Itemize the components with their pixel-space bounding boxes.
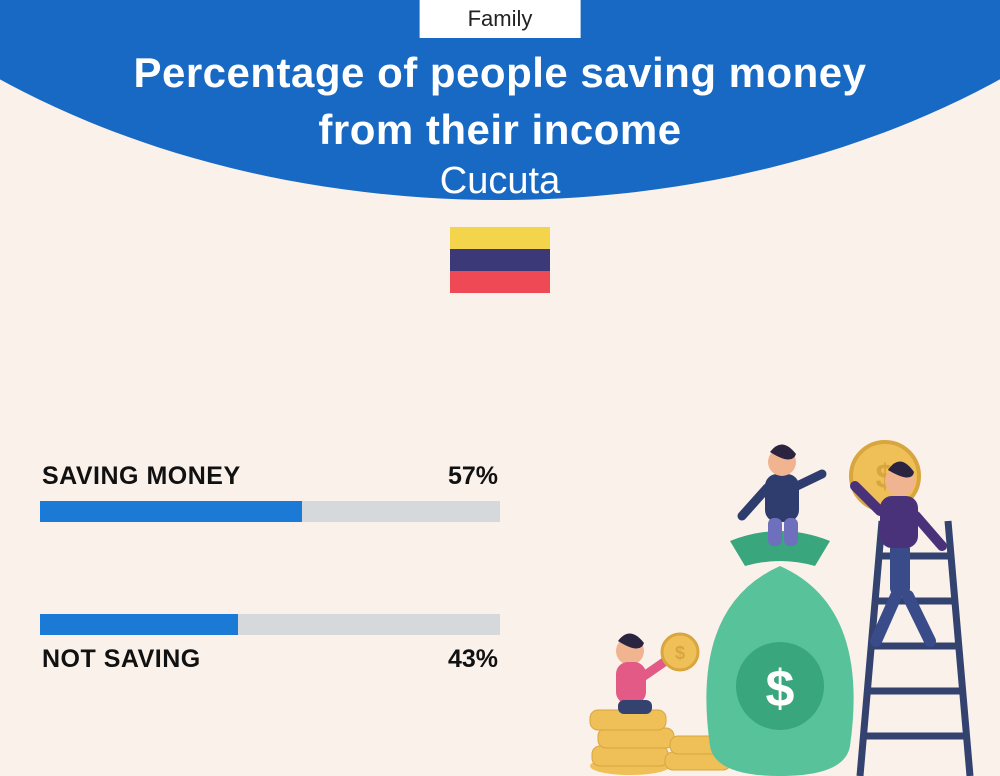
bar-labels: SAVING MONEY 57% (40, 462, 500, 491)
category-badge-text: Family (468, 6, 533, 31)
flag-icon (450, 227, 550, 293)
bar-value: 43% (448, 645, 498, 674)
bar-saving-money: SAVING MONEY 57% (40, 462, 500, 522)
bar-not-saving: NOT SAVING 43% (40, 614, 500, 674)
subtitle: Cucuta (0, 160, 1000, 203)
bar-fill (40, 501, 302, 522)
bar-track (40, 614, 500, 635)
money-bag-icon: $ (706, 531, 853, 776)
svg-text:$: $ (675, 643, 685, 663)
title-line-2: from their income (318, 106, 681, 153)
page-title: Percentage of people saving money from t… (0, 45, 1000, 158)
bar-track (40, 501, 500, 522)
person-top-icon (742, 444, 822, 546)
bar-labels: NOT SAVING 43% (40, 645, 500, 674)
person-seated-icon: $ (616, 633, 698, 714)
bars-container: SAVING MONEY 57% NOT SAVING 43% (40, 462, 500, 766)
title-line-1: Percentage of people saving money (133, 49, 866, 96)
flag-stripe-2 (450, 249, 550, 271)
money-saving-illustration-icon: $ $ $ (570, 426, 990, 776)
svg-text:$: $ (766, 660, 795, 718)
flag-stripe-3 (450, 271, 550, 293)
ladder-icon (860, 521, 970, 776)
bar-label: SAVING MONEY (42, 462, 241, 491)
category-badge: Family (420, 0, 581, 38)
bar-label: NOT SAVING (42, 645, 201, 674)
bar-fill (40, 614, 238, 635)
flag-stripe-1 (450, 227, 550, 249)
bar-value: 57% (448, 462, 498, 491)
